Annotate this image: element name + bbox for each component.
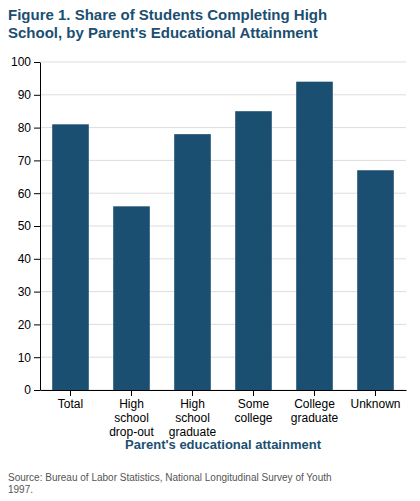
y-axis-line: [40, 63, 41, 391]
title-line: School, by Parent's Educational Attainme…: [8, 24, 318, 41]
bar: [52, 124, 89, 390]
y-tick-label: 30: [18, 285, 32, 299]
y-tick-label: 50: [18, 219, 32, 233]
x-tick-label: Collegegraduate: [291, 397, 339, 425]
grid-line: [40, 291, 406, 292]
y-tick-label: 70: [18, 154, 32, 168]
y-tick-mark: [34, 95, 40, 96]
y-tick: 10: [18, 351, 40, 365]
y-tick: 50: [18, 219, 40, 233]
y-tick-mark: [34, 292, 40, 293]
y-tick-label: 90: [18, 88, 32, 102]
grid-line: [40, 390, 406, 391]
x-tick-label: Somecollege: [234, 397, 272, 425]
x-tick: Highschooldrop-out: [109, 390, 154, 439]
grid-line: [40, 62, 406, 63]
y-tick-mark: [34, 357, 40, 358]
y-tick-label: 10: [18, 351, 32, 365]
y-tick-label: 60: [18, 187, 32, 201]
y-tick: 30: [18, 285, 40, 299]
bar: [235, 111, 272, 390]
y-tick: 20: [18, 318, 40, 332]
title: Figure 1. Share of Students Completing H…: [8, 6, 327, 41]
x-tick-mark: [253, 390, 254, 396]
x-axis-line: [41, 390, 407, 391]
bar: [174, 134, 211, 390]
x-tick-label-line: High: [180, 397, 205, 411]
title-line: Figure 1. Share of Students Completing H…: [8, 6, 327, 23]
bar: [296, 82, 333, 390]
x-tick-label: Unknown: [350, 397, 400, 411]
grid-line: [40, 357, 406, 358]
chart-svg: Figure 1. Share of Students Completing H…: [0, 0, 420, 501]
grid-line: [40, 193, 406, 194]
plot: 0 10 20 30 40 50 60 70 80 90 100 Total Highschooldro…: [11, 55, 407, 439]
bars: [52, 82, 394, 390]
x-tick: Collegegraduate: [291, 390, 339, 425]
y-tick-label: 100: [11, 55, 31, 69]
x-tick-label-line: college: [234, 411, 272, 425]
grid-line: [40, 258, 406, 259]
source-line: 1997.: [8, 484, 33, 495]
x-tick: Unknown: [350, 390, 400, 411]
y-tick: 0: [24, 383, 40, 397]
y-tick-mark: [34, 193, 40, 194]
y-tick-mark: [34, 226, 40, 227]
y-tick: 60: [18, 187, 40, 201]
y-tick: 90: [18, 88, 40, 102]
y-tick-label: 0: [24, 383, 31, 397]
grid-line: [40, 324, 406, 325]
y-tick: 40: [18, 252, 40, 266]
x-axis: TotalHighschooldrop-outHighschoolgraduat…: [41, 390, 407, 439]
x-tick-label-line: graduate: [291, 411, 339, 425]
x-tick-label-line: College: [294, 397, 335, 411]
x-tick-label-line: school: [114, 411, 149, 425]
grid-line: [40, 94, 406, 95]
y-tick: 100: [11, 55, 40, 69]
y-tick: 70: [18, 154, 40, 168]
x-tick-label-line: school: [175, 411, 210, 425]
x-tick-label-line: Unknown: [350, 397, 400, 411]
x-tick-mark: [70, 390, 71, 396]
y-tick: 80: [18, 121, 40, 135]
y-tick-label: 40: [18, 252, 32, 266]
source-note: Source: Bureau of Labor Statistics, Nati…: [8, 472, 332, 495]
y-tick-mark: [34, 259, 40, 260]
x-tick-label-line: Some: [238, 397, 270, 411]
y-tick-mark: [34, 62, 40, 63]
y-tick-mark: [34, 160, 40, 161]
x-tick: Total: [58, 390, 83, 411]
x-tick: Somecollege: [234, 390, 272, 425]
x-tick-mark: [314, 390, 315, 396]
x-tick-mark: [131, 390, 132, 396]
x-tick-label-line: High: [119, 397, 144, 411]
bar: [113, 206, 150, 390]
x-tick-label: Highschoolgraduate: [169, 397, 217, 440]
source-line: Source: Bureau of Labor Statistics, Nati…: [8, 472, 332, 483]
x-tick: Highschoolgraduate: [169, 390, 217, 439]
grid-line: [40, 226, 406, 227]
x-tick-mark: [375, 390, 376, 396]
y-tick-mark: [34, 390, 40, 391]
y-tick-label: 20: [18, 318, 32, 332]
x-tick-label: Highschooldrop-out: [109, 397, 154, 440]
x-tick-label-line: Total: [58, 397, 83, 411]
grid-line: [40, 160, 406, 161]
y-tick-label: 80: [18, 121, 32, 135]
y-axis: 0 10 20 30 40 50 60 70 80 90 100: [11, 55, 41, 397]
y-tick-mark: [34, 324, 40, 325]
bar: [357, 170, 394, 390]
x-tick-mark: [192, 390, 193, 396]
grid-line: [40, 127, 406, 128]
grid: [40, 62, 406, 390]
x-axis-title: Parent's educational attainment: [125, 437, 322, 452]
y-tick-mark: [34, 128, 40, 129]
x-tick-label: Total: [58, 397, 83, 411]
